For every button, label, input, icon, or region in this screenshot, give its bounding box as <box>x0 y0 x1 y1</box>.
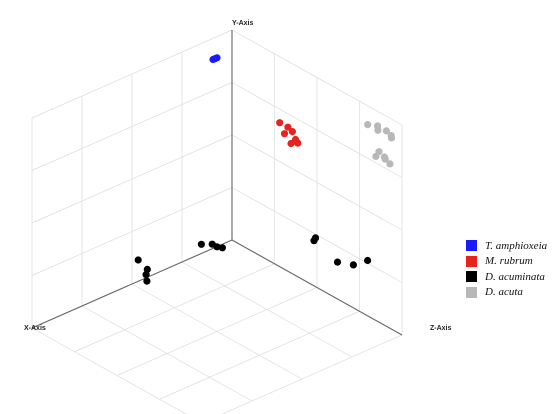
data-point <box>333 258 342 266</box>
grid-line <box>231 29 403 126</box>
legend-swatch <box>466 286 477 298</box>
data-point <box>381 155 389 163</box>
data-point <box>284 123 292 131</box>
legend-swatch <box>466 240 477 252</box>
grid-line <box>31 327 187 414</box>
data-point <box>372 152 380 160</box>
data-point <box>288 128 296 136</box>
legend-entry: M. rubrum <box>466 254 554 270</box>
data-point <box>374 122 382 130</box>
data-point <box>134 256 142 264</box>
data-point <box>294 139 302 147</box>
data-point <box>349 261 357 269</box>
data-point <box>382 127 390 135</box>
legend-swatch <box>466 255 477 267</box>
data-point <box>364 256 372 265</box>
z-axis-line <box>231 239 403 336</box>
x-axis-line <box>31 239 233 329</box>
data-point <box>209 55 217 64</box>
y-axis-title: Y-Axis <box>232 20 254 27</box>
legend-label: M. rubrum <box>485 255 533 268</box>
data-point <box>143 277 151 285</box>
z-axis-title: Z-Axis <box>430 325 452 332</box>
grid-line <box>81 305 253 402</box>
grid-line <box>116 287 318 376</box>
data-point <box>218 244 226 252</box>
grid-line <box>31 29 233 119</box>
legend-entry: D. acuminata <box>466 269 554 285</box>
data-point <box>208 240 216 248</box>
grid-line <box>159 310 360 400</box>
legend-label: D. acuta <box>485 286 523 299</box>
data-point <box>386 160 394 168</box>
data-point <box>310 237 318 245</box>
legend-entry: D. acuta <box>466 285 554 301</box>
data-point <box>280 130 289 138</box>
legend: T. amphioxeia M. rubrum D. acuminata D. acu… <box>466 238 554 300</box>
data-point <box>142 271 150 279</box>
legend-label: T. amphioxeia <box>485 239 548 252</box>
data-point <box>276 119 284 127</box>
data-point <box>197 240 205 248</box>
grid-line <box>31 82 233 171</box>
grid-lines <box>31 29 403 414</box>
data-point <box>364 121 372 129</box>
data-point <box>387 132 395 140</box>
legend-label: D. acuminata <box>485 270 545 283</box>
legend-entry: T. amphioxeia <box>466 238 554 254</box>
grid-line <box>221 334 403 414</box>
x-axis-title: X-Axis <box>24 325 46 332</box>
grid-line <box>231 82 403 178</box>
legend-swatch <box>466 271 477 283</box>
data-points <box>134 54 396 285</box>
axes <box>31 30 403 336</box>
